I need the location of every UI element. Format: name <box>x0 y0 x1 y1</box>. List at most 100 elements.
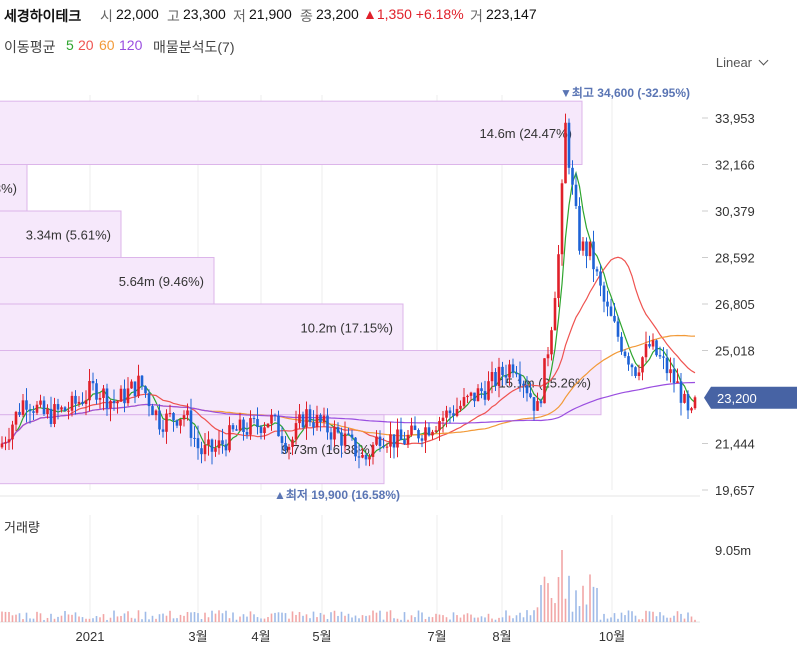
candle-body <box>238 419 242 431</box>
candle-body <box>245 432 249 435</box>
volume-bar <box>515 615 518 622</box>
candle-body <box>270 414 273 424</box>
candle-body <box>329 432 333 440</box>
volume-bar <box>501 617 504 622</box>
volume-bar <box>561 550 563 622</box>
candle-body <box>259 427 263 434</box>
moving-averages <box>1 170 696 458</box>
volume-bar <box>428 616 430 622</box>
volume-bar <box>116 616 119 622</box>
volume-bar <box>505 610 507 622</box>
volume-bar <box>459 617 462 622</box>
volume-profile-label: 10.2m (17.15%) <box>301 320 394 335</box>
candle-body <box>616 321 620 337</box>
volume-profile-label: 14.6m (24.47%) <box>480 126 573 141</box>
candle-body <box>634 367 637 376</box>
volume-profile-label[interactable]: 매물분석도(7) <box>153 39 235 55</box>
chevron-down-icon <box>758 55 769 66</box>
price-tick-label: 19,657 <box>715 483 755 498</box>
stock-name: 세경하이테크 <box>4 8 82 24</box>
candle-body <box>200 448 203 455</box>
volume-profile-label: .03m (1.73%) <box>0 181 17 196</box>
volume-bar <box>319 612 322 622</box>
min-price-marker: ▲최저 19,900 (16.58%) <box>274 487 400 502</box>
volume-bar <box>393 618 395 622</box>
volume-bar <box>36 611 38 622</box>
volume-bar <box>22 619 24 622</box>
open-label: 시 <box>100 8 113 24</box>
candle-body <box>291 439 294 447</box>
candle-body <box>49 408 53 424</box>
candle-body <box>490 372 494 382</box>
candle-body <box>277 415 280 437</box>
volume-bar <box>519 612 521 622</box>
volume-bar <box>85 618 87 622</box>
volume-bar <box>4 611 7 622</box>
volume-bar <box>610 617 612 622</box>
candle-body <box>564 122 567 184</box>
price-tick-label: 33,953 <box>715 111 755 126</box>
volume-bar <box>78 616 80 622</box>
ma60-label[interactable]: 60 <box>99 37 115 53</box>
candle-body <box>693 397 697 409</box>
volume-bar <box>438 614 441 622</box>
volume-bar <box>547 583 549 622</box>
volume-bar <box>193 612 196 622</box>
candle-body <box>231 425 235 430</box>
volume-bar <box>256 617 259 622</box>
volume-bar <box>277 612 280 622</box>
volume-bar <box>624 615 626 622</box>
candle-body <box>301 414 305 428</box>
candle-body <box>518 374 522 384</box>
candle-body <box>203 444 207 455</box>
candle-body <box>343 433 347 446</box>
candle-body <box>371 444 375 457</box>
volume-bar <box>18 613 21 622</box>
candle-body <box>515 372 518 375</box>
candle-body <box>375 436 378 445</box>
ma120-line <box>1 381 696 445</box>
scale-toggle-dropdown[interactable]: Linear <box>716 55 769 70</box>
volume-profile-bar <box>0 350 602 416</box>
candle-body <box>602 285 606 302</box>
ma120-label[interactable]: 120 <box>119 37 143 53</box>
volume-bar <box>204 612 206 622</box>
volume-bar <box>106 619 108 622</box>
ma60-line <box>1 334 696 445</box>
volume-bar <box>592 586 595 622</box>
candle-body <box>98 397 102 400</box>
candle-body <box>298 414 301 424</box>
volume-bar <box>340 611 343 622</box>
candle-body <box>378 436 382 446</box>
volume-bar <box>214 613 217 622</box>
candle-body <box>623 351 627 357</box>
candle-body <box>357 456 361 458</box>
candle-body <box>665 357 669 374</box>
volume-bar <box>456 615 458 622</box>
candle-body <box>641 357 644 373</box>
volume-bar <box>641 618 644 622</box>
volume-profile-bar <box>0 100 583 165</box>
volume-profile-bar <box>0 257 215 305</box>
volume-bar <box>155 618 157 622</box>
volume-bar <box>564 598 567 622</box>
ma5-label[interactable]: 5 <box>66 37 74 53</box>
candle-body <box>382 445 385 448</box>
ma20-label[interactable]: 20 <box>78 37 94 53</box>
candle-body <box>392 434 396 448</box>
candle-body <box>67 410 70 412</box>
close-label: 종 <box>300 8 313 24</box>
volume-bar <box>512 618 514 622</box>
candle-body <box>574 184 578 206</box>
candle-body <box>39 400 42 405</box>
candle-body <box>487 381 490 400</box>
candle-body <box>508 364 511 378</box>
time-tick-label: 2021 <box>76 629 105 644</box>
candle-body <box>42 400 46 415</box>
candle-body <box>189 410 193 438</box>
ma-label[interactable]: 이동평균 <box>4 39 56 55</box>
candle-body <box>158 410 161 430</box>
volume-bar <box>134 618 136 622</box>
volume-bar <box>179 614 182 622</box>
volume-bar <box>57 616 59 622</box>
